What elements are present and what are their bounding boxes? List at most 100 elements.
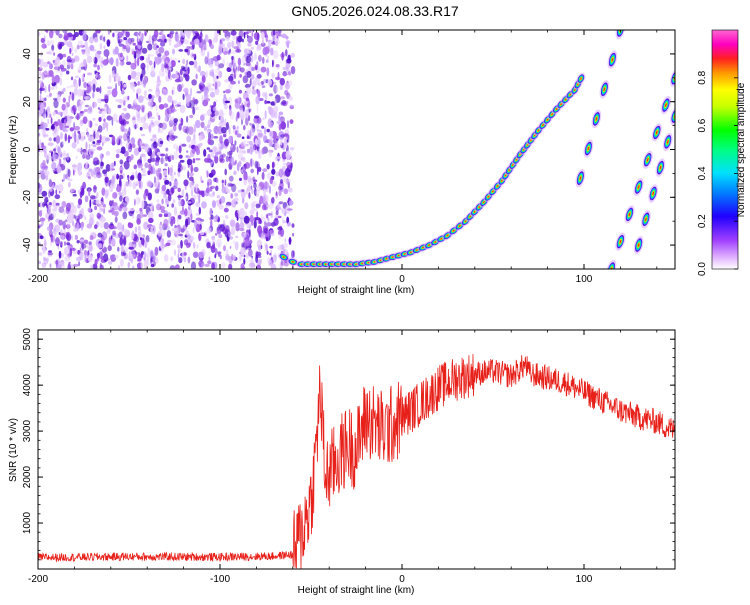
noise-speckle [67,263,71,269]
noise-speckle [288,187,293,193]
noise-speckle [45,215,50,219]
noise-speckle [66,114,71,121]
noise-speckle [72,193,77,197]
noise-speckle [150,226,154,235]
noise-speckle [71,92,75,102]
noise-speckle [89,36,94,44]
noise-speckle [198,190,205,196]
noise-speckle [251,188,254,194]
noise-speckle [276,171,279,178]
colorbar-tick-label: 0.8 [697,70,708,84]
noise-speckle [274,142,280,149]
noise-speckle [172,124,177,132]
trace-blob [278,252,290,262]
noise-speckle [86,46,90,54]
noise-speckle [109,134,114,138]
noise-speckle [201,95,204,102]
noise-speckle [102,169,108,175]
noise-speckle [229,245,232,249]
noise-speckle [97,107,101,110]
noise-speckle [185,230,189,236]
noise-speckle [241,136,245,139]
noise-speckle [119,166,124,171]
noise-speckle [261,147,265,155]
noise-speckle [207,260,212,265]
noise-speckle [137,41,141,46]
noise-speckle [59,235,65,240]
noise-speckle [149,249,154,258]
noise-speckle [51,86,55,90]
noise-speckle [266,163,270,170]
noise-speckle [269,177,273,185]
noise-speckle [47,142,54,147]
noise-speckle [108,57,114,65]
noise-speckle [163,169,168,176]
noise-speckle [246,70,252,78]
noise-speckle [214,233,218,236]
noise-speckle [271,161,275,170]
noise-speckle [257,82,263,87]
noise-speckle [80,147,83,155]
noise-speckle [63,87,66,92]
noise-speckle [136,57,140,67]
noise-speckle [167,70,171,79]
noise-speckle [158,223,164,230]
noise-speckle [248,64,253,73]
noise-speckle [60,132,63,140]
noise-speckle [44,97,47,102]
noise-speckle [168,137,171,143]
noise-speckle [155,256,159,264]
noise-speckle [77,106,82,112]
noise-speckle [105,151,111,156]
noise-speckle [103,49,110,57]
noise-speckle [38,191,42,196]
noise-speckle [41,190,48,197]
noise-speckle [167,61,172,68]
noise-speckle [88,81,93,86]
noise-speckle [121,200,128,208]
noise-speckle [188,126,194,135]
noise-speckle [237,153,244,160]
noise-speckle [223,133,227,138]
noise-speckle [267,204,274,209]
noise-speckle [155,104,158,112]
noise-speckle [134,50,137,55]
noise-speckle [201,201,207,209]
noise-speckle [192,106,196,115]
noise-speckle [186,115,189,123]
noise-speckle [237,80,240,85]
noise-speckle [265,189,269,192]
noise-speckle [180,35,185,44]
noise-speckle [89,235,94,241]
trace-blob [624,205,635,224]
noise-speckle [39,108,44,114]
noise-speckle [237,112,240,118]
noise-speckle [95,51,101,59]
noise-speckle [173,44,178,48]
y-tick-label: 5000 [22,328,33,351]
noise-speckle [117,104,122,109]
noise-speckle [103,207,106,215]
noise-speckle [125,31,130,38]
noise-speckle [66,202,71,212]
noise-speckle [289,147,295,151]
noise-speckle [263,126,267,135]
noise-speckle [173,206,178,216]
noise-speckle [146,203,152,207]
noise-speckle [144,240,148,249]
noise-speckle [48,137,52,142]
noise-speckle [182,83,185,88]
noise-speckle [100,98,107,102]
noise-speckle [170,187,175,194]
noise-speckle [217,30,221,34]
noise-speckle [232,240,236,245]
noise-speckle [154,161,159,166]
noise-speckle [199,70,206,77]
noise-speckle [201,74,206,84]
noise-speckle [290,66,296,75]
noise-speckle [184,74,190,82]
y-tick-label: 2000 [22,466,33,489]
x-tick-label: -200 [28,274,48,285]
y-tick-label: 3000 [22,420,33,443]
noise-speckle [278,189,282,197]
